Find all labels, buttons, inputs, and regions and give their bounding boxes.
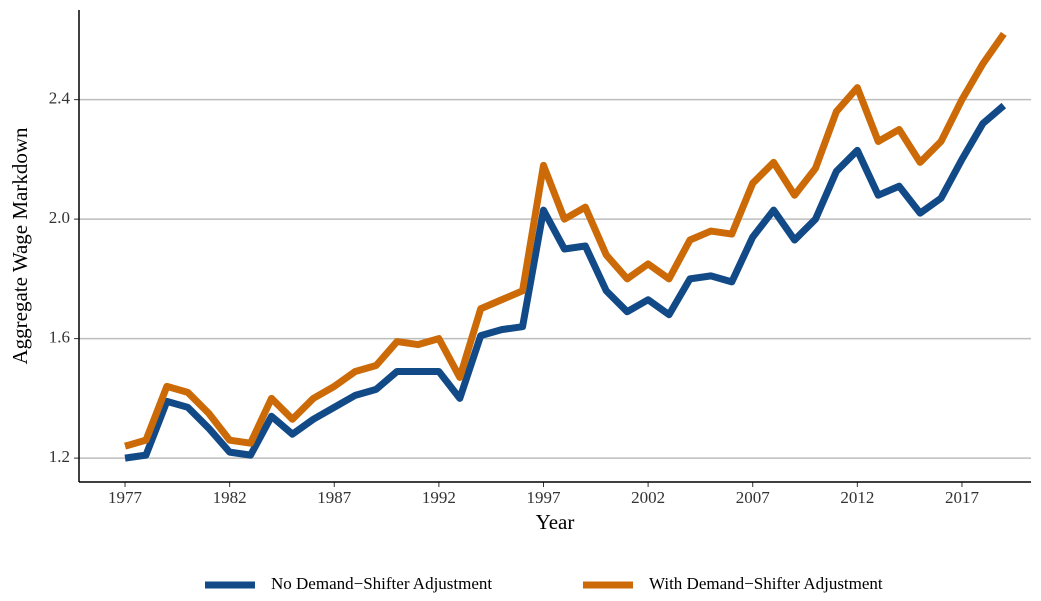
- y-axis-label: Aggregate Wage Markdown: [8, 127, 32, 365]
- x-tick-label: 2017: [945, 488, 980, 507]
- x-tick-label: 1997: [526, 488, 561, 507]
- x-axis-label: Year: [536, 510, 575, 534]
- y-tick-label: 2.4: [49, 89, 71, 108]
- x-tick-label: 2002: [631, 488, 665, 507]
- x-tick-label: 1992: [422, 488, 456, 507]
- x-tick-label: 1982: [213, 488, 247, 507]
- legend-label: With Demand−Shifter Adjustment: [649, 574, 883, 593]
- x-tick-label: 2007: [736, 488, 771, 507]
- x-tick-label: 1977: [108, 488, 143, 507]
- x-tick-label: 1987: [317, 488, 352, 507]
- series-line: [124, 31, 1007, 450]
- y-tick-label: 2.0: [49, 208, 70, 227]
- legend-label: No Demand−Shifter Adjustment: [271, 574, 492, 593]
- y-tick-label: 1.6: [49, 328, 70, 347]
- y-tick-label: 1.2: [49, 447, 70, 466]
- x-tick-label: 2012: [840, 488, 874, 507]
- series-line: [124, 102, 1007, 462]
